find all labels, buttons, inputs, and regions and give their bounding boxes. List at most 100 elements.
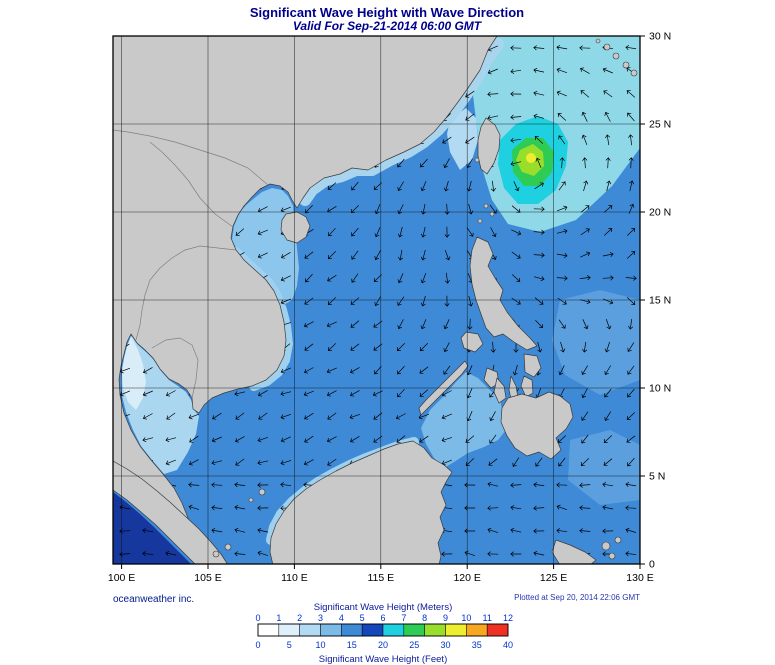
legend-meters-tick: 7 (401, 613, 406, 623)
lat-label: 0 (649, 559, 655, 571)
legend-meters-tick: 2 (297, 613, 302, 623)
legend-swatch (278, 623, 300, 637)
island-dot (483, 203, 489, 209)
lat-label: 20 N (649, 207, 671, 219)
land-taiwan (477, 117, 501, 175)
island-dot (595, 38, 601, 44)
lon-label: 110 E (281, 572, 308, 584)
legend-swatch (382, 623, 405, 637)
lat-label: 5 N (649, 471, 665, 483)
land-negros (493, 377, 507, 404)
island-dot (212, 550, 220, 558)
map-valid-time: Valid For Sep-21-2014 06:00 GMT (293, 19, 483, 33)
legend-meters-tick: 12 (503, 613, 513, 623)
legend-feet-tick: 30 (440, 640, 450, 650)
island-dot (474, 157, 480, 163)
land-mindanao (500, 391, 574, 460)
island-dot (608, 552, 616, 560)
legend-feet-tick: 10 (315, 640, 325, 650)
patch-gulf-of-tonkin (232, 188, 299, 306)
land-hainan (280, 211, 311, 244)
map-canvas (113, 36, 640, 564)
legend-bar-frame (257, 623, 509, 637)
legend-meters-tick: 4 (339, 613, 344, 623)
island-dot (630, 69, 638, 77)
land-asia-mainland (113, 36, 498, 549)
patch-typhoon-yellow-center (526, 153, 536, 163)
legend-meters-tick: 9 (443, 613, 448, 623)
border-vietnam-laos (149, 141, 234, 228)
patch-indian-ocean-dark (113, 492, 191, 564)
legend-feet-tick: 5 (287, 640, 292, 650)
border-china-south (113, 129, 269, 186)
patch-sulu-sea (421, 372, 506, 468)
island-dot (489, 211, 495, 217)
lon-label: 105 E (194, 572, 221, 584)
land-luzon (469, 236, 538, 351)
land-borneo (269, 440, 453, 564)
legend-meters-title: Significant Wave Height (Meters) (314, 602, 453, 613)
plot-timestamp: Plotted at Sep 20, 2014 22:06 GMT (514, 593, 640, 602)
legend-meters-tick: 3 (318, 613, 323, 623)
patch-pacific-light-streak-1 (552, 290, 640, 395)
legend-swatch (445, 623, 467, 637)
legend-swatch (257, 623, 280, 637)
island-dot (258, 488, 266, 496)
lat-label: 30 N (649, 31, 671, 43)
land-mindoro (460, 331, 484, 353)
island-dot (224, 543, 232, 551)
lat-label: 25 N (649, 119, 671, 131)
legend-swatch (403, 623, 425, 637)
land-leyte (520, 375, 534, 398)
land-samar (523, 353, 542, 378)
legend-meters-tick: 1 (276, 613, 281, 623)
border-cambodia (151, 337, 199, 399)
legend-swatch (299, 623, 321, 637)
legend-meters-tick: 0 (255, 613, 260, 623)
legend-colorbar: 0 1 2 3 4 5 6 7 8 9 10 11 120 5 10 15 20 25 30 35 40 (255, 613, 513, 650)
island-dot (612, 52, 620, 60)
band-china-coast-band (299, 38, 504, 206)
legend-meters-tick: 10 (461, 613, 471, 623)
lat-label: 10 N (649, 383, 671, 395)
lat-label: 15 N (649, 295, 671, 307)
legend-meters-tick: 8 (422, 613, 427, 623)
lon-label: 125 E (540, 572, 567, 584)
island-dot (603, 43, 611, 51)
legend-meters-tick: 5 (360, 613, 365, 623)
legend-swatch (341, 623, 363, 637)
legend-feet-tick: 0 (255, 640, 260, 650)
map-axes: 30 N 25 N 20 N 15 N 10 N 5 N 0 100 E 105 E 110 E 1… (108, 31, 671, 585)
lon-label: 120 E (453, 572, 480, 584)
land-panay (483, 367, 500, 389)
legend-feet-tick: 35 (472, 640, 482, 650)
legend-meters-tick: 11 (482, 613, 491, 623)
lon-label: 100 E (108, 572, 135, 584)
land-sumatra (113, 460, 228, 564)
lon-label: 115 E (367, 572, 394, 584)
legend-swatch (486, 623, 509, 637)
map-title: Significant Wave Height with Wave Direct… (250, 5, 524, 20)
legend-feet-tick: 40 (503, 640, 513, 650)
patch-taiwan-strait-pale (447, 108, 478, 170)
legend-swatch (424, 623, 446, 637)
legend-feet-tick: 20 (378, 640, 388, 650)
island-dot (248, 497, 254, 503)
oceanweather-credit: oceanweather inc. (113, 594, 194, 605)
legend-swatch (466, 623, 488, 637)
island-dot (614, 536, 622, 544)
patch-pacific-light-streak-2 (568, 430, 640, 505)
legend-swatch (320, 623, 342, 637)
border-laos-thailand (135, 245, 237, 341)
legend-meters-tick: 6 (380, 613, 385, 623)
legend-swatch (361, 623, 384, 637)
legend-feet-tick: 15 (347, 640, 357, 650)
island-dot (622, 61, 630, 69)
legend-feet-title: Significant Wave Height (Feet) (319, 654, 447, 665)
legend-feet-tick: 25 (409, 640, 419, 650)
island-dot (601, 541, 611, 551)
island-dot (477, 218, 483, 224)
lon-label: 130 E (626, 572, 653, 584)
